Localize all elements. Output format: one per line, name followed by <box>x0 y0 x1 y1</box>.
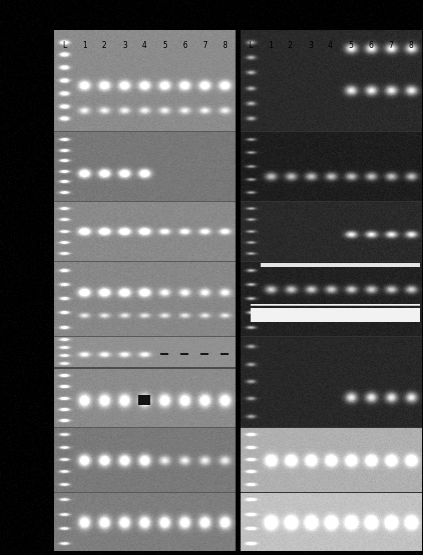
Text: 6: 6 <box>368 42 373 51</box>
Text: L: L <box>248 42 252 51</box>
Text: L: L <box>62 42 66 51</box>
Text: GS8-Indel-2: GS8-Indel-2 <box>11 78 50 83</box>
Text: 4: 4 <box>328 42 333 51</box>
Text: 6: 6 <box>182 42 187 51</box>
Text: A: A <box>139 2 150 17</box>
Text: GS8-Del-2: GS8-Del-2 <box>16 228 50 234</box>
Text: 2: 2 <box>288 42 293 51</box>
Text: GS8-Del-17: GS8-Del-17 <box>12 457 50 462</box>
Text: 1: 1 <box>268 42 272 51</box>
Text: 1: 1 <box>82 42 87 51</box>
Text: 3: 3 <box>122 42 127 51</box>
Text: 7: 7 <box>202 42 207 51</box>
Text: 2: 2 <box>102 42 107 51</box>
Text: 8: 8 <box>222 42 227 51</box>
Text: GS8-Indel-3: GS8-Indel-3 <box>11 163 50 169</box>
Text: 8: 8 <box>409 42 413 51</box>
Text: 3: 3 <box>308 42 313 51</box>
Text: GS8-Del-15: GS8-Del-15 <box>12 379 50 385</box>
Text: 5: 5 <box>162 42 167 51</box>
Text: B: B <box>325 2 336 17</box>
Text: 7: 7 <box>388 42 393 51</box>
Text: GS8-Del-8: GS8-Del-8 <box>16 295 50 301</box>
Text: 4: 4 <box>142 42 147 51</box>
Text: GS8-Del-18: GS8-Del-18 <box>12 518 50 524</box>
Text: 5: 5 <box>348 42 353 51</box>
